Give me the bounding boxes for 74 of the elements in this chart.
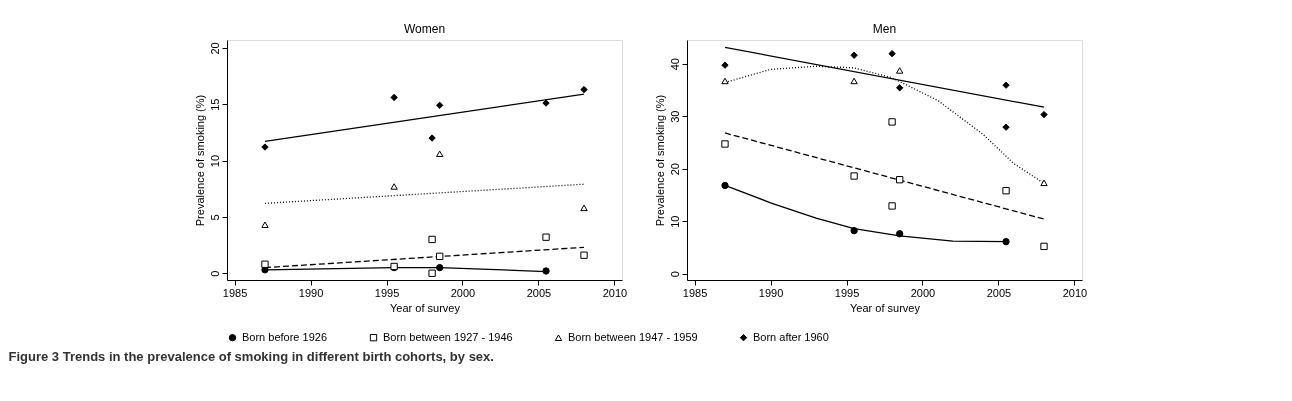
- y-tick-label: 10: [208, 154, 221, 168]
- point: [390, 93, 398, 102]
- y-tick-label: 40: [668, 58, 681, 71]
- legend-label: Born between 1927 - 1946: [383, 330, 513, 343]
- x-tick-label: 1985: [222, 286, 248, 299]
- y-tick-label: 30: [668, 110, 681, 123]
- point: [850, 77, 858, 85]
- caption: Figure 3 Trends in the prevalence of smoking in different birth cohorts, by sex.: [8, 349, 494, 364]
- point: [261, 266, 269, 274]
- y-tick-label: 0: [668, 271, 681, 278]
- point: [580, 85, 588, 94]
- legend-label: Born between 1947 - 1959: [568, 330, 698, 343]
- point: [888, 118, 896, 126]
- x-tick-label: 1985: [682, 286, 708, 299]
- point: [888, 202, 896, 210]
- point: [428, 235, 436, 244]
- point: [896, 84, 904, 92]
- point: [721, 61, 729, 69]
- x-tick-label: 1995: [374, 286, 400, 299]
- y-tick-label: 0: [208, 270, 221, 277]
- chart-title: Men: [872, 22, 897, 36]
- chart-title: Women: [403, 22, 446, 36]
- x-tick-label: 2010: [602, 286, 628, 299]
- x-tick-label: 2005: [986, 286, 1012, 299]
- point: [1002, 123, 1010, 131]
- point: [436, 150, 444, 158]
- x-tick-label: 2000: [450, 286, 476, 299]
- x-tick-label: 2000: [910, 286, 936, 299]
- point: [1040, 179, 1048, 187]
- point: [1002, 81, 1010, 89]
- point: [428, 269, 436, 277]
- legend-label: Born after 1960: [753, 330, 829, 343]
- point: [1002, 187, 1010, 195]
- point: [542, 99, 550, 107]
- y-tick-label: 20: [208, 42, 221, 55]
- point: [1040, 110, 1048, 119]
- point: [896, 230, 904, 238]
- point: [542, 233, 550, 241]
- y-axis-title: Prevalence of smoking (%): [193, 94, 206, 227]
- point: [896, 176, 904, 184]
- point: [261, 143, 269, 151]
- point: [850, 172, 858, 180]
- y-tick-label: 10: [668, 215, 681, 228]
- point: [721, 140, 729, 148]
- point: [1002, 238, 1010, 246]
- point: [850, 226, 858, 235]
- y-tick-label: 20: [668, 163, 681, 176]
- x-axis-title: Year of survey: [390, 301, 461, 314]
- x-tick-label: 1990: [298, 286, 324, 299]
- point: [428, 134, 436, 142]
- point: [1040, 242, 1048, 251]
- legend-label: Born before 1926: [242, 330, 328, 343]
- point: [261, 221, 269, 229]
- x-tick-label: 2005: [526, 286, 552, 299]
- point: [436, 263, 444, 272]
- point: [436, 101, 444, 110]
- x-tick-label: 2010: [1062, 286, 1088, 299]
- point: [896, 67, 904, 74]
- point: [390, 183, 398, 190]
- point: [261, 260, 269, 268]
- y-tick-label: 15: [208, 98, 221, 111]
- y-tick-label: 5: [208, 214, 221, 221]
- x-tick-label: 1995: [834, 286, 860, 299]
- point: [580, 204, 588, 212]
- point: [721, 77, 729, 85]
- point: [542, 267, 550, 275]
- point: [888, 49, 896, 58]
- point: [721, 181, 729, 190]
- point: [436, 252, 444, 260]
- point: [850, 51, 858, 59]
- point: [580, 251, 588, 259]
- x-axis-title: Year of survey: [850, 301, 921, 314]
- y-axis-title: Prevalence of smoking (%): [653, 94, 666, 227]
- x-tick-label: 1990: [758, 286, 784, 299]
